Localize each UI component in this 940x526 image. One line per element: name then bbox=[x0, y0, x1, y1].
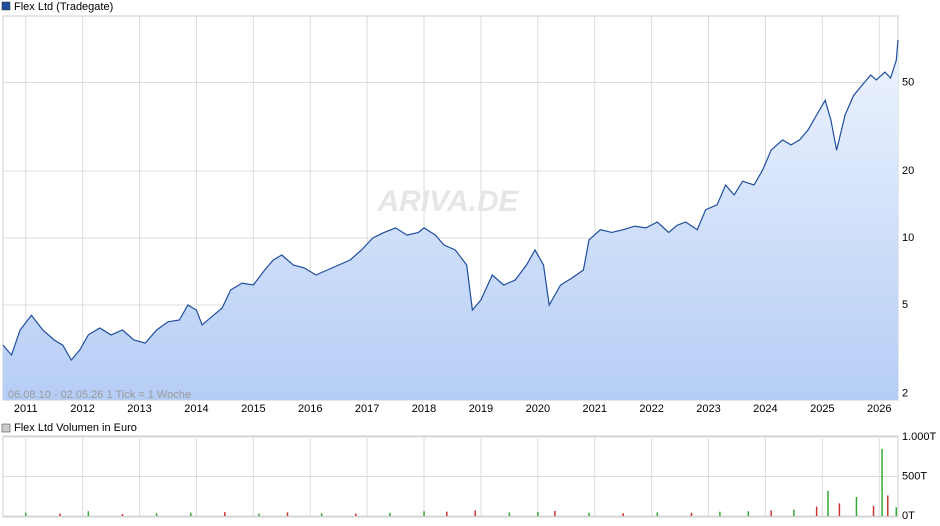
x-tick-label: 2014 bbox=[184, 403, 208, 415]
volume-bar bbox=[838, 503, 841, 516]
volume-bar bbox=[474, 510, 477, 516]
volume-title: Flex Ltd Volumen in Euro bbox=[14, 422, 137, 434]
x-tick-label: 2020 bbox=[526, 403, 550, 415]
volume-bar bbox=[155, 513, 158, 516]
x-tick-label: 2013 bbox=[127, 403, 151, 415]
price-panel: 2 5 10 20 50 2011 2012 2013 2014 2015 2016 2017 2018… bbox=[2, 16, 914, 415]
volume-bar bbox=[286, 512, 289, 516]
y-tick-label: 0T bbox=[902, 510, 915, 522]
volume-bar bbox=[827, 490, 829, 516]
volume-bar bbox=[872, 505, 875, 516]
x-tick-label: 2025 bbox=[810, 403, 834, 415]
volume-bar bbox=[588, 512, 590, 516]
volume-bar bbox=[59, 513, 61, 516]
volume-bar bbox=[747, 511, 750, 516]
volume-bar bbox=[25, 512, 27, 516]
legend-swatch bbox=[1, 1, 11, 11]
volume-bar bbox=[537, 512, 539, 516]
x-tick-label: 2019 bbox=[469, 403, 493, 415]
volume-bar bbox=[224, 512, 226, 516]
volume-bar bbox=[446, 511, 448, 516]
price-line bbox=[2, 40, 899, 362]
y-tick-label: 2 bbox=[902, 387, 908, 399]
volume-bar bbox=[815, 506, 818, 516]
volume-bar bbox=[389, 512, 391, 516]
volume-bar bbox=[423, 511, 425, 516]
x-tick-label: 2016 bbox=[298, 403, 322, 415]
volume-bar bbox=[881, 448, 883, 516]
x-tick-label: 2012 bbox=[70, 403, 94, 415]
x-tick-label: 2024 bbox=[753, 403, 777, 415]
y-tick-label: 500T bbox=[902, 470, 927, 482]
y-tick-label: 20 bbox=[902, 165, 914, 177]
watermark: ARIVA.DE bbox=[376, 185, 519, 218]
price-area bbox=[3, 40, 898, 400]
volume-bar bbox=[320, 513, 323, 516]
volume-bar bbox=[121, 514, 124, 516]
volume-bar bbox=[190, 512, 192, 516]
x-tick-label: 2023 bbox=[696, 403, 720, 415]
x-tick-label: 2017 bbox=[355, 403, 379, 415]
volume-bar bbox=[258, 513, 260, 516]
volume-bar bbox=[690, 512, 693, 516]
y-tick-label: 50 bbox=[902, 76, 914, 88]
x-tick-label: 2011 bbox=[14, 403, 38, 415]
legend-swatch bbox=[1, 423, 11, 433]
x-tick-label: 2018 bbox=[412, 403, 436, 415]
volume-bar bbox=[887, 495, 889, 516]
volume-bar bbox=[622, 513, 624, 516]
x-tick-label: 2021 bbox=[582, 403, 606, 415]
chart-title: Flex Ltd (Tradegate) bbox=[14, 1, 113, 13]
y-tick-label: 10 bbox=[902, 232, 914, 244]
x-tick-label: 2015 bbox=[241, 403, 265, 415]
volume-panel: 0T 500T 1.000T bbox=[3, 431, 937, 522]
volume-bar bbox=[87, 511, 90, 516]
volume-bar bbox=[770, 510, 772, 516]
volume-bar bbox=[719, 511, 721, 516]
volume-bar bbox=[355, 513, 357, 516]
volume-bar bbox=[855, 497, 858, 516]
x-tick-label: 2026 bbox=[867, 403, 891, 415]
range-note: 06.08.10 - 02.05.26 1 Tick = 1 Woche bbox=[8, 389, 191, 401]
volume-bar bbox=[508, 512, 511, 516]
volume-bar bbox=[656, 512, 659, 516]
volume-bar bbox=[895, 507, 898, 516]
y-tick-label: 5 bbox=[902, 299, 908, 311]
y-tick-label: 1.000T bbox=[902, 431, 937, 443]
x-tick-label: 2022 bbox=[639, 403, 663, 415]
volume-bar bbox=[793, 509, 795, 516]
volume-bar bbox=[554, 510, 556, 516]
